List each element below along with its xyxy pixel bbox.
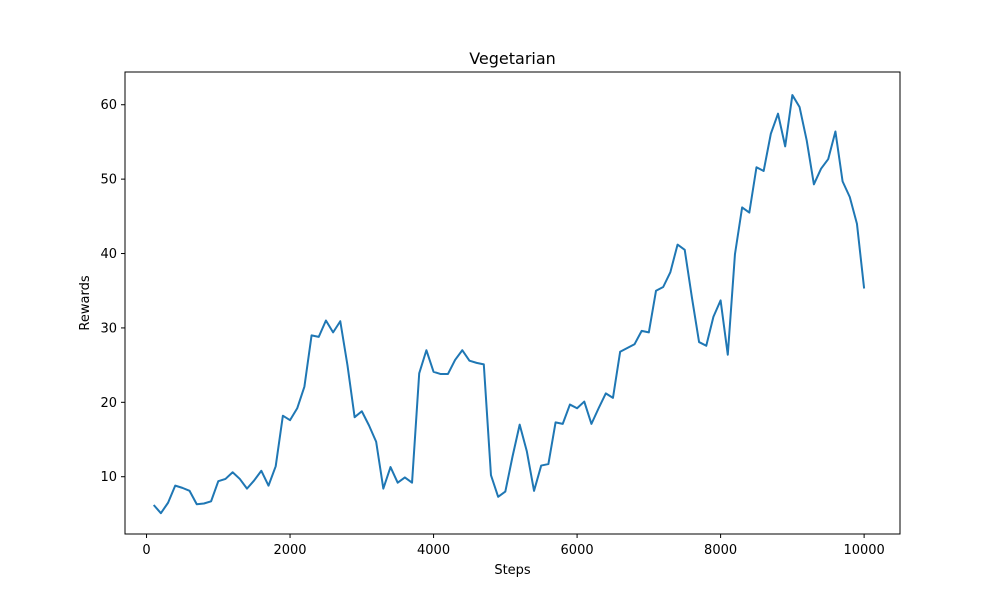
chart-title: Vegetarian bbox=[469, 49, 556, 68]
x-tick-label: 6000 bbox=[561, 543, 594, 558]
series-line bbox=[152, 94, 866, 515]
x-tick-label: 4000 bbox=[417, 543, 450, 558]
x-axis: 0 2000 4000 6000 8000 10000 bbox=[142, 534, 885, 558]
x-tick-label: 0 bbox=[142, 543, 150, 558]
x-tick-label: 10000 bbox=[843, 543, 884, 558]
plot-area-frame bbox=[124, 71, 901, 535]
x-tick-label: 8000 bbox=[704, 543, 737, 558]
y-tick-label: 10 bbox=[100, 470, 117, 485]
y-tick-label: 20 bbox=[100, 396, 117, 411]
x-tick-label: 2000 bbox=[273, 543, 306, 558]
y-tick-label: 30 bbox=[100, 321, 117, 336]
y-axis-label: Rewards bbox=[78, 275, 93, 330]
series-layer bbox=[152, 94, 866, 515]
y-tick-label: 50 bbox=[100, 173, 117, 188]
y-tick-label: 40 bbox=[100, 247, 117, 262]
x-axis-label: Steps bbox=[494, 563, 531, 578]
y-tick-label: 60 bbox=[100, 98, 117, 113]
y-axis: 10 20 30 40 50 60 bbox=[100, 98, 125, 485]
